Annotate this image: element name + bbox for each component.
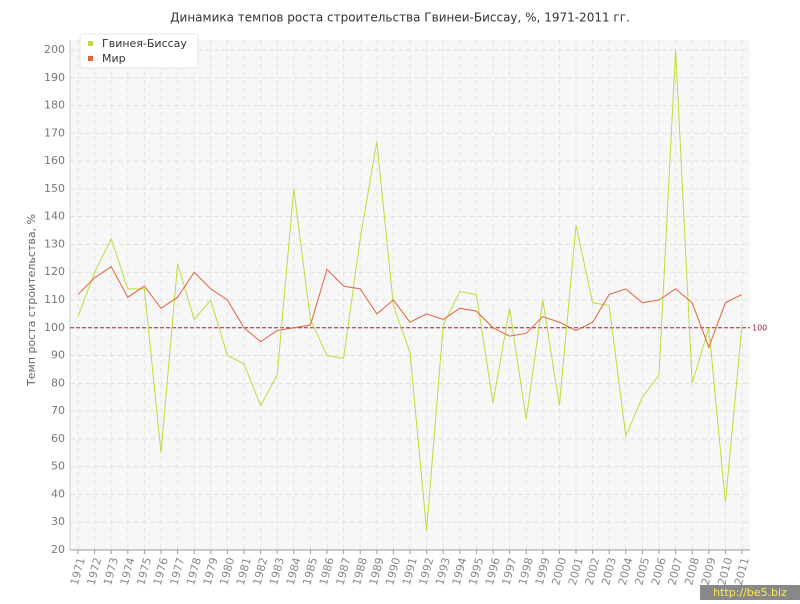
chart-title: Динамика темпов роста строительства Гвин…: [170, 11, 630, 25]
y-tick-label: 40: [51, 487, 65, 500]
y-tick-label: 140: [44, 210, 65, 223]
legend-swatch: [88, 56, 93, 61]
legend-swatch: [88, 41, 93, 46]
y-tick-label: 30: [51, 515, 65, 528]
series-line: [77, 49, 743, 531]
y-tick-label: 100: [44, 321, 65, 334]
y-tick-label: 50: [51, 460, 65, 473]
watermark-bg: [700, 585, 800, 600]
legend-label: Гвинея-Биссау: [102, 37, 187, 50]
y-tick-label: 80: [51, 376, 65, 389]
series-line: [77, 265, 743, 349]
legend-label: Мир: [102, 52, 126, 65]
y-axis-label: Темп роста строительства, %: [25, 214, 38, 387]
y-tick-label: 150: [44, 182, 65, 195]
y-tick-label: 110: [44, 293, 65, 306]
x-tick-label: 2011: [732, 556, 752, 586]
y-tick-label: 130: [44, 237, 65, 250]
y-tick-label: 180: [44, 99, 65, 112]
y-tick-label: 170: [44, 126, 65, 139]
y-tick-label: 200: [44, 43, 65, 56]
y-tick-label: 60: [51, 432, 65, 445]
watermark: http://be5.biz: [713, 586, 787, 599]
y-tick-label: 120: [44, 265, 65, 278]
y-tick-label: 70: [51, 404, 65, 417]
y-tick-label: 20: [51, 543, 65, 556]
reference-label: 100: [752, 323, 767, 332]
y-tick-label: 90: [51, 349, 65, 362]
legend-box: [79, 33, 199, 69]
y-tick-label: 160: [44, 154, 65, 167]
y-tick-label: 190: [44, 71, 65, 84]
